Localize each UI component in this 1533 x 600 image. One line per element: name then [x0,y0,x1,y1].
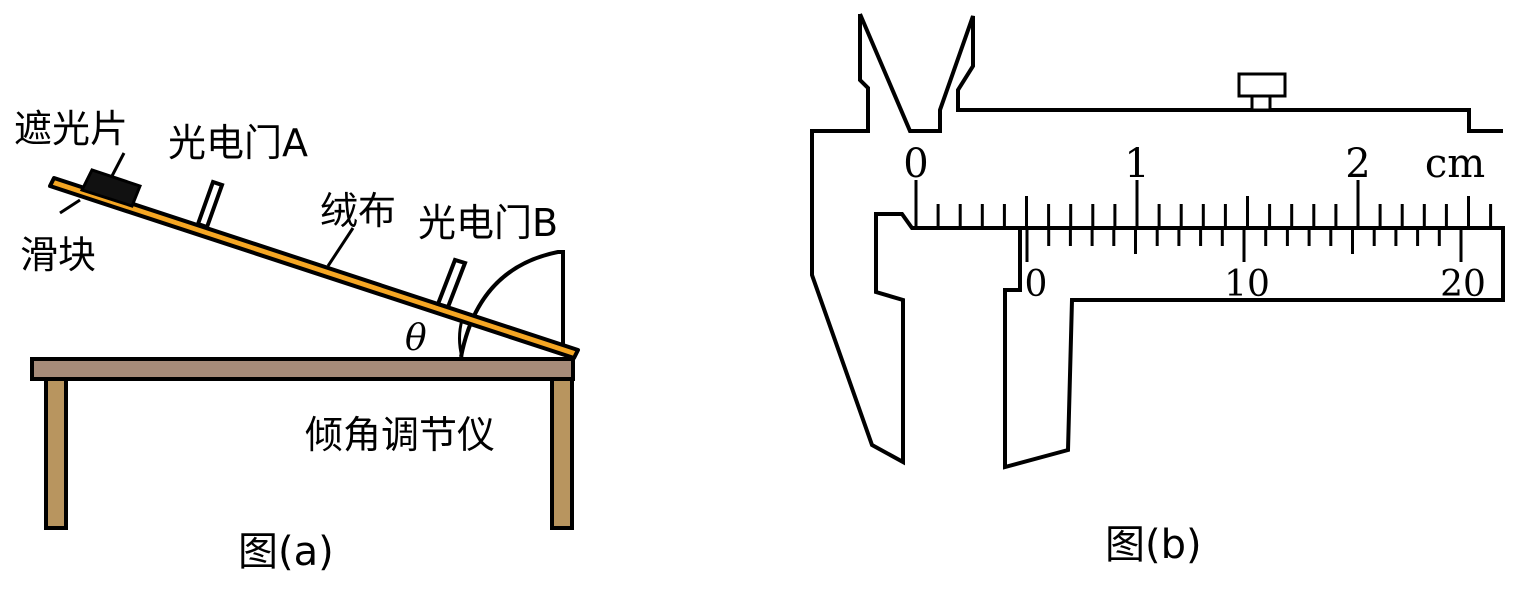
caption-b: 图(b) [1105,522,1202,568]
label-slider: 滑块 [20,233,96,277]
label-angle: θ [405,318,427,359]
leader-slider [59,198,81,215]
label-shade: 遮光片 [14,107,128,151]
table-top [30,357,575,381]
inclined-plank [48,176,580,360]
label-gate-a: 光电门A [168,121,308,165]
main-scale-unit: cm [1425,141,1485,187]
vernier-slider [1003,226,1505,470]
leader-cloth [326,227,355,267]
main-scale-label-2: 2 [1345,141,1370,187]
photogate-b [435,257,468,310]
vernier-label-20: 20 [1440,264,1486,305]
photogate-a [195,179,225,230]
locking-screw [1237,72,1287,98]
vernier-label-10: 10 [1224,264,1270,305]
table-leg-right [550,376,574,530]
main-scale-label-0: 0 [903,141,928,187]
vernier-scale-ticks [1025,228,1463,262]
fixed-jaw [810,14,1020,466]
figure-a: 遮光片 光电门A 绒布 光电门B 滑块 θ 倾角调节仪 图(a) [14,107,580,575]
angle-adjuster [459,250,565,358]
main-scale-label-1: 1 [1124,141,1149,187]
table-leg-left [44,376,68,530]
leader-shade [110,152,126,177]
label-cloth: 绒布 [320,189,396,233]
locking-screw-stem [1250,94,1272,112]
caliper-upper-outline [858,13,1503,133]
main-scale-ticks [914,180,1493,228]
vernier-label-0: 0 [1025,264,1048,305]
label-device: 倾角调节仪 [305,413,495,457]
angle-arc [458,319,464,358]
label-gate-b: 光电门B [418,201,558,245]
caption-a: 图(a) [238,529,334,575]
figure-b: 0 1 2 cm 0 10 20 图(b) [810,13,1505,568]
slider-block [79,168,142,208]
